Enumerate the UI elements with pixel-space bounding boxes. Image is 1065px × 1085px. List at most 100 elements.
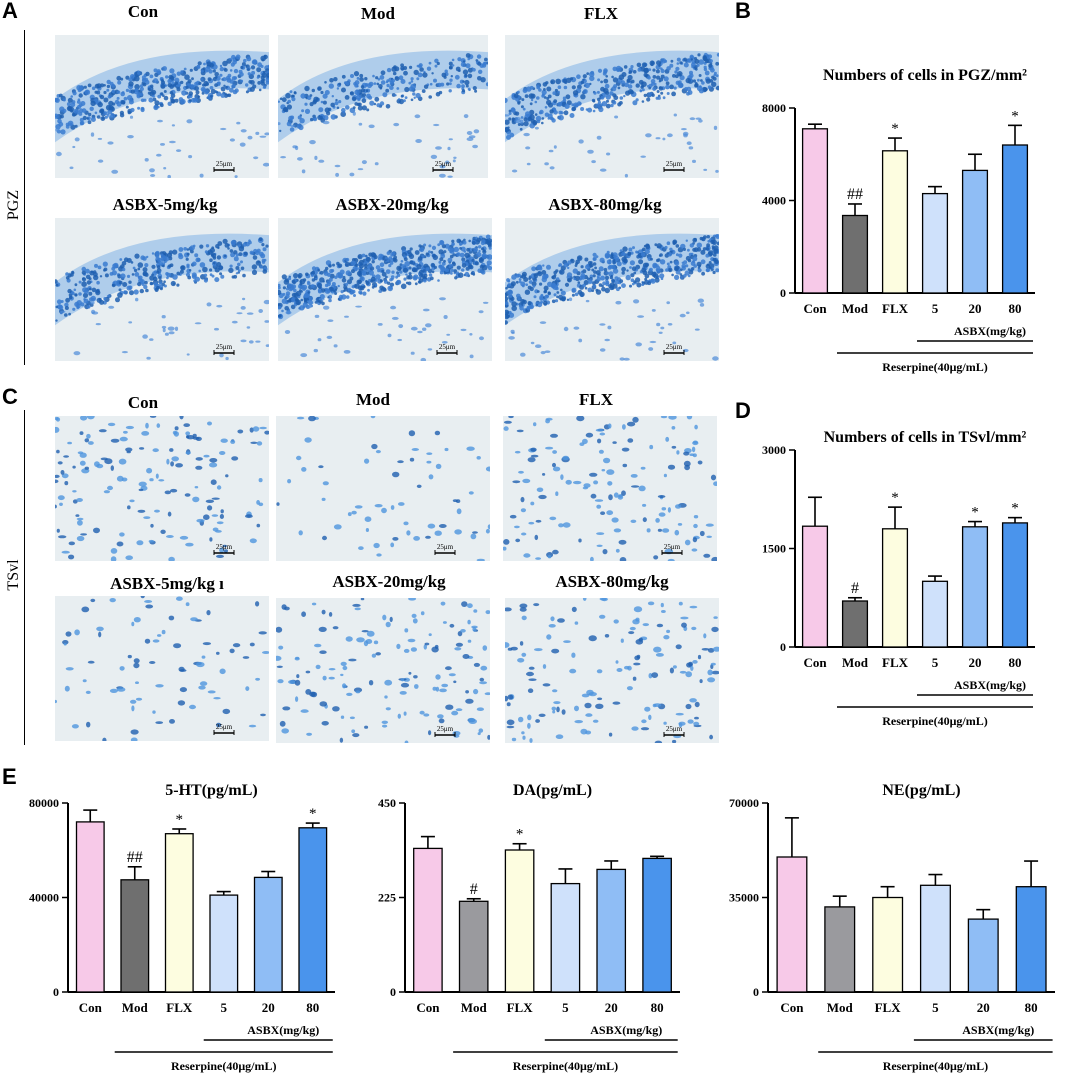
group-label: ASBX(mg/kg) bbox=[954, 324, 1026, 338]
stained-cells bbox=[55, 596, 269, 741]
y-tick-label: 1500 bbox=[762, 542, 786, 556]
significance-mark: ## bbox=[847, 186, 863, 203]
group-label: ASBX(mg/kg) bbox=[962, 1023, 1034, 1037]
y-tick-label: 80000 bbox=[29, 796, 59, 810]
scale-bar: 25μm bbox=[663, 160, 685, 172]
stained-cells bbox=[505, 233, 719, 361]
bar-FLX bbox=[881, 150, 909, 294]
treatment-label: Reserpine(40μg/mL) bbox=[513, 1059, 618, 1073]
x-tick-label: FLX bbox=[166, 1000, 193, 1015]
bar-Con bbox=[801, 128, 829, 294]
pgz-divider bbox=[24, 30, 25, 365]
micrograph-title-pgz-asbx20: ASBX-20mg/kg bbox=[335, 195, 449, 214]
chart-title: Numbers of cells in TSvl/mm² bbox=[824, 429, 1027, 446]
treatment-label: Reserpine(40μg/mL) bbox=[883, 1059, 988, 1073]
stained-cells bbox=[505, 598, 719, 743]
micrograph-title-tsvl-con: Con bbox=[127, 393, 159, 412]
x-tick-label: 80 bbox=[651, 1000, 664, 1015]
bar-Mod bbox=[824, 906, 856, 993]
stained-cells bbox=[276, 416, 490, 561]
micrograph-title-tsvl-asbx20: ASBX-20mg/kg bbox=[332, 572, 446, 591]
x-tick-label: 20 bbox=[605, 1000, 618, 1015]
scale-bar: 25μm bbox=[663, 343, 685, 355]
x-tick-label: 20 bbox=[977, 1000, 990, 1015]
bar-20 bbox=[596, 868, 627, 993]
chart-title: 5-HT(pg/mL) bbox=[165, 782, 257, 799]
chart-5ht: 5-HT(pg/mL) 0 40000 80000 Con ## Mod * FLX 5 20 * 80… bbox=[0, 775, 355, 1080]
bar-20 bbox=[961, 526, 989, 648]
x-tick-label: 5 bbox=[932, 1000, 939, 1015]
panel-letter-c: C bbox=[2, 384, 18, 409]
significance-mark: * bbox=[1011, 501, 1019, 517]
micrograph-title-pgz-flx: FLX bbox=[584, 4, 618, 23]
chart-title: DA(pg/mL) bbox=[513, 782, 592, 799]
scale-bar: 25μm bbox=[434, 543, 456, 555]
chart-ne: NE(pg/mL) 0 35000 70000 Con Mod FLX 5 20 80 ASBX(m… bbox=[700, 775, 1065, 1080]
scale-bar-label: 25μm bbox=[216, 343, 233, 351]
x-tick-label: Mod bbox=[842, 301, 869, 316]
significance-mark: * bbox=[1011, 108, 1019, 124]
scale-bar: 25μm bbox=[661, 543, 683, 555]
significance-mark: ## bbox=[127, 849, 143, 866]
scale-bar-label: 25μm bbox=[435, 160, 452, 168]
x-tick-label: FLX bbox=[875, 1000, 902, 1015]
y-tick-label: 8000 bbox=[762, 101, 786, 115]
x-tick-label: 80 bbox=[1009, 301, 1022, 316]
micrograph-pgz-asbx80: 25μm bbox=[505, 218, 719, 361]
stained-cells bbox=[55, 233, 269, 361]
scale-bar: 25μm bbox=[213, 343, 235, 355]
micrograph-pgz-flx: 25μm bbox=[505, 35, 719, 178]
y-tick-label: 3000 bbox=[762, 443, 786, 457]
y-tick-label: 40000 bbox=[29, 891, 59, 905]
scale-bar-label: 25μm bbox=[666, 343, 683, 351]
scale-bar: 25μm bbox=[434, 725, 456, 737]
x-tick-label: 80 bbox=[1025, 1000, 1038, 1015]
stained-cells bbox=[278, 50, 488, 178]
micrograph-title-tsvl-asbx80: ASBX-80mg/kg bbox=[555, 572, 669, 591]
bar-Mod bbox=[120, 879, 150, 993]
micrograph-pgz-con: 25μm bbox=[55, 35, 269, 178]
bar-80 bbox=[642, 857, 672, 993]
scale-bar: 25μm bbox=[213, 723, 235, 735]
chart-pgz-cells: Numbers of cells in PGZ/mm² 0 4000 8000 Con #… bbox=[735, 50, 1060, 380]
scale-bar-label: 25μm bbox=[664, 543, 681, 551]
stained-cells bbox=[278, 233, 492, 361]
bar-5 bbox=[921, 580, 949, 648]
x-tick-label: 20 bbox=[262, 1000, 275, 1015]
y-tick-label: 225 bbox=[378, 891, 396, 905]
x-tick-label: Mod bbox=[827, 1000, 854, 1015]
x-tick-label: 80 bbox=[306, 1000, 319, 1015]
panel-letter-e: E bbox=[2, 764, 17, 789]
scale-bar: 25μm bbox=[213, 160, 235, 172]
scale-bar-label: 25μm bbox=[437, 725, 454, 733]
y-tick-label: 4000 bbox=[762, 194, 786, 208]
x-tick-label: 20 bbox=[969, 655, 982, 670]
y-tick-label: 0 bbox=[780, 286, 786, 300]
x-tick-label: Con bbox=[780, 1000, 804, 1015]
significance-mark: * bbox=[309, 806, 317, 822]
tsvl-divider bbox=[24, 410, 25, 745]
x-tick-label: FLX bbox=[882, 301, 909, 316]
micrograph-pgz-asbx20: 25μm bbox=[278, 218, 492, 361]
significance-mark: # bbox=[470, 881, 478, 898]
stained-cells bbox=[276, 598, 490, 743]
bar-Con bbox=[801, 525, 829, 648]
stained-cells bbox=[55, 416, 269, 561]
bar-Mod bbox=[841, 214, 869, 294]
y-tick-label: 0 bbox=[53, 985, 59, 999]
bar-80 bbox=[1015, 886, 1047, 993]
significance-mark: * bbox=[971, 505, 979, 521]
significance-mark: * bbox=[891, 121, 899, 137]
bar-5 bbox=[550, 882, 581, 993]
bar-20 bbox=[961, 169, 989, 294]
panel-letter-d: D bbox=[735, 398, 751, 423]
scale-bar-label: 25μm bbox=[216, 723, 233, 731]
bar-Mod bbox=[458, 900, 489, 993]
bar-Mod bbox=[841, 600, 869, 648]
bar-FLX bbox=[872, 896, 904, 993]
bar-Con bbox=[75, 821, 105, 993]
x-tick-label: 5 bbox=[562, 1000, 569, 1015]
micrograph-tsvl-con: 25μm bbox=[55, 416, 269, 561]
x-tick-label: FLX bbox=[507, 1000, 534, 1015]
micrograph-title-pgz-asbx5: ASBX-5mg/kg bbox=[112, 195, 218, 214]
